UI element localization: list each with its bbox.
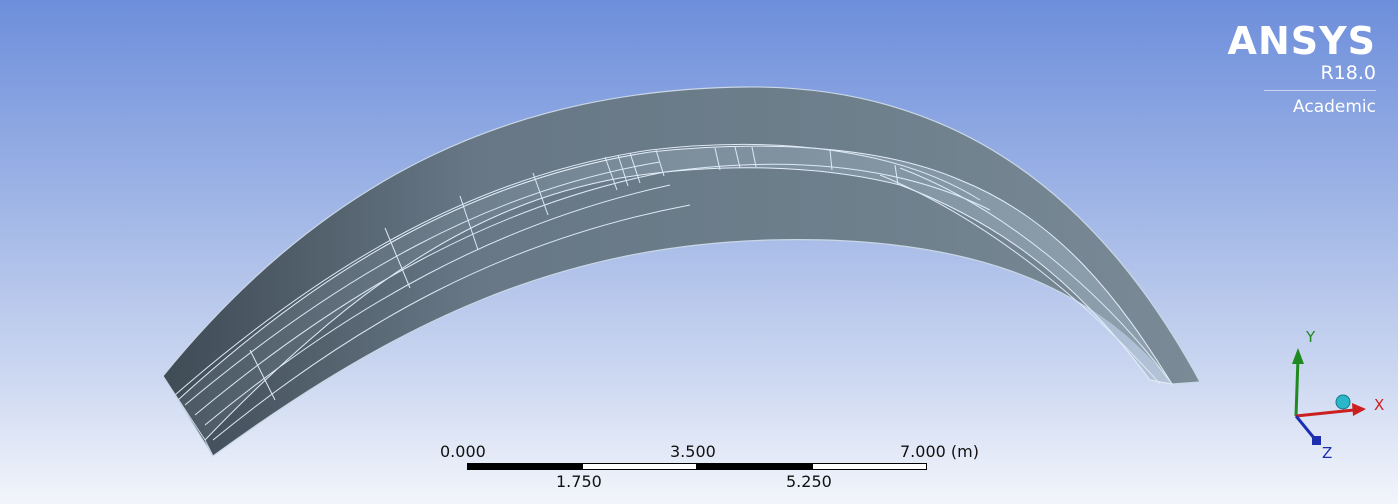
scale-segment bbox=[812, 463, 927, 470]
scale-label-2: 3.500 bbox=[670, 442, 716, 461]
scale-segment bbox=[697, 463, 812, 470]
shell-end-cap[interactable] bbox=[162, 375, 214, 457]
z-axis-label: Z bbox=[1322, 444, 1332, 462]
scale-segment bbox=[582, 463, 697, 470]
shell-surface[interactable] bbox=[162, 86, 1201, 457]
mesh-edge-lines bbox=[174, 143, 1173, 441]
scale-label-1: 1.750 bbox=[556, 472, 602, 491]
y-axis-label: Y bbox=[1305, 328, 1316, 346]
logo-license: Academic bbox=[1293, 97, 1376, 117]
ansys-logo: ANSYS R18.0 Academic bbox=[1228, 22, 1376, 117]
scale-label-3: 5.250 bbox=[786, 472, 832, 491]
scale-label-4: 7.000 (m) bbox=[900, 442, 979, 461]
y-axis-line bbox=[1294, 357, 1300, 417]
x-axis-line bbox=[1295, 408, 1355, 418]
logo-release: R18.0 bbox=[1320, 62, 1376, 84]
x-axis-label: X bbox=[1374, 396, 1384, 414]
shell-inner-strip[interactable] bbox=[177, 145, 1174, 441]
scale-segment bbox=[467, 463, 582, 470]
x-axis-arrow-icon bbox=[1352, 403, 1366, 416]
logo-divider bbox=[1264, 90, 1376, 91]
isometric-view-icon[interactable] bbox=[1335, 394, 1351, 410]
z-axis-line bbox=[1294, 415, 1316, 439]
scale-label-0: 0.000 bbox=[440, 442, 486, 461]
y-axis-arrow-icon bbox=[1292, 348, 1304, 364]
z-axis-marker-icon bbox=[1312, 436, 1321, 445]
coordinate-triad[interactable]: Y X Z bbox=[1280, 320, 1390, 470]
logo-brand: ANSYS bbox=[1227, 19, 1376, 63]
